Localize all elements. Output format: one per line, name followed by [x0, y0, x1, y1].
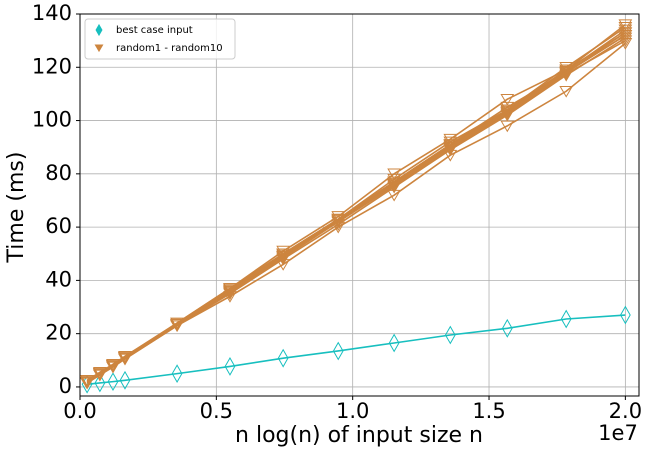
y-axis-label: Time (ms): [4, 152, 29, 264]
legend-box: [84, 18, 236, 60]
diamond-marker: [560, 309, 572, 329]
series-line: [86, 24, 626, 381]
diamond-marker: [94, 373, 106, 393]
triangle-marker: [500, 107, 515, 119]
diamond-marker: [332, 341, 344, 361]
x-offset-label: 1e7: [598, 421, 638, 445]
triangle-marker: [118, 351, 132, 363]
y-tick-label: 100: [32, 108, 72, 132]
triangle-marker: [331, 213, 346, 226]
triangle-marker: [443, 136, 458, 149]
x-tick-label: 1.5: [472, 399, 505, 423]
legend: best case input random1 - random10: [84, 18, 236, 60]
y-tick-label: 120: [32, 54, 72, 78]
y-tick-label: 140: [32, 1, 72, 25]
y-tick-label: 40: [45, 267, 72, 291]
diamond-marker: [277, 348, 289, 368]
diamond-marker: [171, 364, 183, 384]
triangle-marker: [93, 368, 107, 381]
triangle-marker: [80, 376, 94, 389]
triangle-marker: [170, 319, 184, 331]
triangle-marker: [223, 285, 237, 298]
triangle-marker: [80, 377, 94, 390]
diamond-marker: [95, 23, 103, 37]
triangle-marker: [500, 120, 515, 133]
diamond-marker: [501, 318, 513, 338]
diamond-marker: [224, 357, 236, 376]
legend-label: best case input: [116, 25, 193, 36]
series-line: [87, 314, 626, 386]
y-tick-label: 20: [45, 321, 72, 345]
series-line: [86, 26, 626, 383]
triangle-marker: [276, 248, 291, 261]
triangle-marker: [387, 173, 402, 186]
diamond-marker: [107, 372, 119, 392]
triangle-marker: [618, 19, 633, 32]
triangle-marker: [500, 104, 515, 117]
triangle-marker: [559, 61, 574, 74]
diamond-marker: [619, 305, 631, 325]
triangle-marker: [331, 216, 346, 229]
y-tick-label: 0: [59, 374, 72, 398]
triangle-marker: [559, 85, 574, 98]
y-tick-label: 60: [45, 214, 72, 238]
x-tick-label: 1.0: [336, 399, 369, 423]
triangle-marker: [94, 44, 104, 53]
triangle-marker: [500, 93, 515, 106]
diamond-marker: [119, 370, 131, 390]
legend-label: random1 - random10: [116, 43, 223, 54]
triangle-marker: [106, 360, 120, 373]
x-axis-label: n log(n) of input size n: [235, 423, 483, 448]
x-tick-label: 0.5: [200, 399, 233, 423]
triangle-marker: [618, 30, 633, 42]
x-tick-label: 2.0: [609, 399, 642, 423]
y-tick-label: 80: [45, 161, 72, 185]
series-line: [86, 42, 626, 384]
diamond-marker: [444, 325, 456, 345]
x-tick-label: 0.0: [63, 399, 96, 423]
diamond-marker: [388, 333, 400, 353]
plot-frame: [79, 13, 640, 397]
triangle-marker: [618, 22, 633, 34]
